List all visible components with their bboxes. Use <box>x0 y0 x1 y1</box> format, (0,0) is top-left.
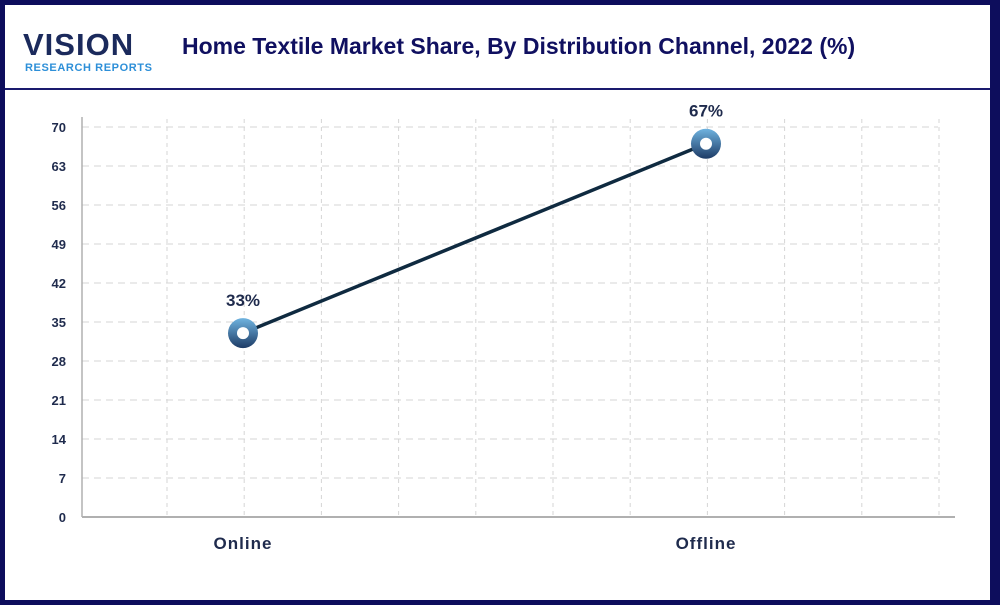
logo-tagline: RESEARCH REPORTS <box>25 62 153 74</box>
logo: VISION RESEARCH REPORTS <box>23 27 163 77</box>
y-tick-label: 14 <box>52 432 67 447</box>
y-tick-label: 49 <box>52 237 66 252</box>
y-tick-label: 7 <box>59 471 66 486</box>
y-tick-label: 42 <box>52 276 66 291</box>
data-label: 33% <box>226 291 260 310</box>
header: VISION RESEARCH REPORTS Home Textile Mar… <box>5 5 990 90</box>
y-tick-label: 56 <box>52 198 66 213</box>
x-tick-label: Offline <box>676 534 737 553</box>
data-point-marker-center <box>237 327 249 340</box>
chart-frame: VISION RESEARCH REPORTS Home Textile Mar… <box>5 5 990 600</box>
y-tick-label: 35 <box>52 315 66 330</box>
y-tick-label: 70 <box>52 120 66 135</box>
data-point-marker-center <box>700 137 712 150</box>
chart-title: Home Textile Market Share, By Distributi… <box>182 33 856 59</box>
y-tick-label: 21 <box>52 393 66 408</box>
series-line <box>242 142 707 335</box>
data-label: 67% <box>689 102 723 121</box>
x-tick-label: Online <box>214 534 273 553</box>
y-tick-label: 28 <box>52 354 66 369</box>
line-chart: 0 7 14 21 28 35 42 49 56 63 70 33% Online 67% Offline <box>52 102 955 553</box>
y-tick-label: 0 <box>59 510 66 525</box>
logo-wordmark: VISION <box>23 27 135 62</box>
y-tick-label: 63 <box>52 159 66 174</box>
